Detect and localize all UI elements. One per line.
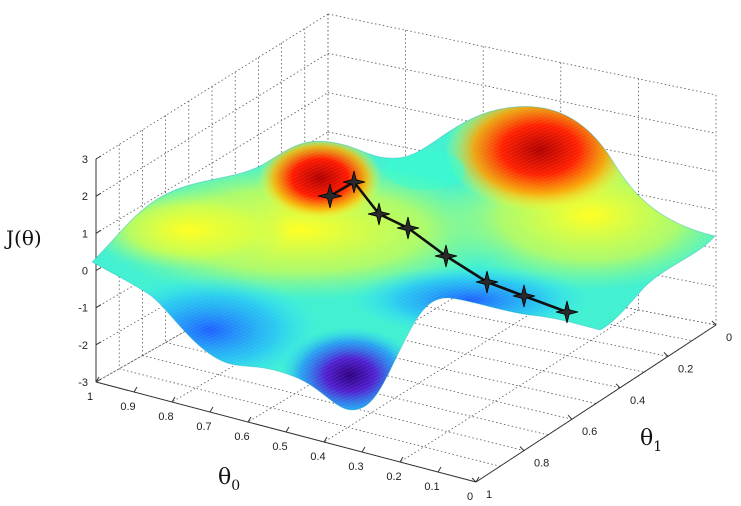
x-tick-mark: [437, 466, 442, 473]
x-tick-label: 0.1: [424, 481, 439, 493]
descent-step-marker: [317, 183, 343, 209]
x-tick-label: 0.4: [310, 451, 325, 463]
grid-line: [235, 302, 621, 389]
x-tick-mark: [95, 376, 100, 383]
z-tick-label: 2: [82, 191, 88, 203]
descent-step-marker: [367, 202, 391, 226]
x-tick-mark: [323, 436, 328, 443]
z-tick-mark: [95, 229, 102, 234]
x-axis-title-sub: 0: [231, 478, 240, 494]
z-tick-mark: [95, 192, 102, 197]
x-axis-title: θ0: [218, 465, 240, 494]
y-tick-mark: [519, 446, 525, 451]
z-tick-label: 3: [82, 154, 88, 166]
y-tick-label: 0.2: [678, 363, 693, 375]
x-tick-mark: [247, 416, 252, 423]
z-tick-mark: [95, 341, 102, 346]
grid-line: [142, 355, 525, 451]
x-tick-mark: [171, 396, 176, 403]
svg-text:θ0: θ0: [218, 465, 240, 494]
grid-line: [258, 289, 645, 373]
y-tick-label: 1: [486, 489, 492, 501]
y-axis-line: [475, 324, 717, 483]
y-tick-mark: [567, 414, 573, 420]
grid-line: [119, 368, 501, 467]
y-axis-title-sub: 1: [653, 439, 662, 455]
x-tick-mark: [209, 406, 214, 413]
gradient-descent-path: [317, 170, 579, 324]
y-tick-label: 0.4: [630, 395, 645, 407]
descent-step-marker: [434, 244, 458, 268]
y-tick-label: 0: [726, 332, 732, 344]
path-line: [329, 180, 568, 314]
svg-text:θ1: θ1: [640, 426, 662, 455]
x-tick-label: 1: [87, 391, 93, 403]
y-axis-title-main: θ: [640, 426, 653, 451]
grid-line: [95, 210, 329, 346]
grid-line: [327, 249, 717, 326]
z-tick-mark: [95, 155, 102, 160]
y-tick-mark: [663, 352, 669, 357]
z-tick-mark: [95, 267, 102, 271]
descent-step-marker: [475, 270, 499, 294]
z-axis-title: J(θ): [4, 226, 42, 250]
x-tick-label: 0: [467, 491, 473, 503]
grid-line: [323, 294, 562, 443]
y-tick-label: 0.6: [582, 426, 597, 438]
x-axis-ticks: 1 0.9 0.8 0.7 0.6 0.5 0.4 0.3 0.2 0.1 0: [87, 376, 480, 503]
y-tick-mark: [711, 320, 717, 326]
grid-line: [281, 276, 669, 357]
y-axis-title: θ1: [640, 426, 662, 455]
x-tick-label: 0.6: [234, 431, 249, 443]
y-tick-label: 0.8: [534, 458, 549, 470]
x-tick-label: 0.9: [120, 401, 135, 413]
y-tick-mark: [615, 383, 621, 389]
x-tick-label: 0.7: [196, 421, 211, 433]
z-tick-label: -1: [78, 303, 88, 315]
z-tick-mark: [95, 304, 102, 309]
x-tick-label: 0.3: [348, 461, 363, 473]
x-tick-mark: [133, 386, 138, 393]
z-tick-label: -2: [78, 340, 88, 352]
surface-edge: [91, 106, 716, 411]
x-tick-mark: [399, 456, 404, 463]
z-tick-label: -3: [78, 377, 88, 389]
x-tick-mark: [361, 446, 366, 453]
y-tick-mark: [471, 477, 477, 483]
x-axis-title-main: θ: [218, 465, 231, 490]
x-tick-label: 0.5: [272, 441, 287, 453]
z-tick-label: 1: [82, 228, 88, 240]
x-tick-mark: [285, 426, 290, 433]
descent-step-marker: [512, 284, 536, 308]
grid-line: [211, 315, 597, 404]
grid-line: [95, 52, 329, 197]
y-axis-ticks: 0 0.2 0.4 0.6 0.8 1: [471, 320, 732, 501]
descent-step-marker: [555, 300, 579, 324]
x-tick-label: 0.2: [386, 471, 401, 483]
z-axis-ticks: 3 2 1 0 -1 -2 -3: [78, 154, 102, 389]
z-tick-label: 0: [82, 266, 88, 278]
grid-line: [399, 309, 639, 463]
grid-line: [327, 13, 717, 96]
grid-line: [95, 92, 329, 234]
x-tick-mark: [475, 476, 480, 483]
descent-step-marker: [342, 170, 366, 194]
x-tick-label: 0.8: [158, 411, 173, 423]
descent-step-marker: [396, 216, 420, 240]
